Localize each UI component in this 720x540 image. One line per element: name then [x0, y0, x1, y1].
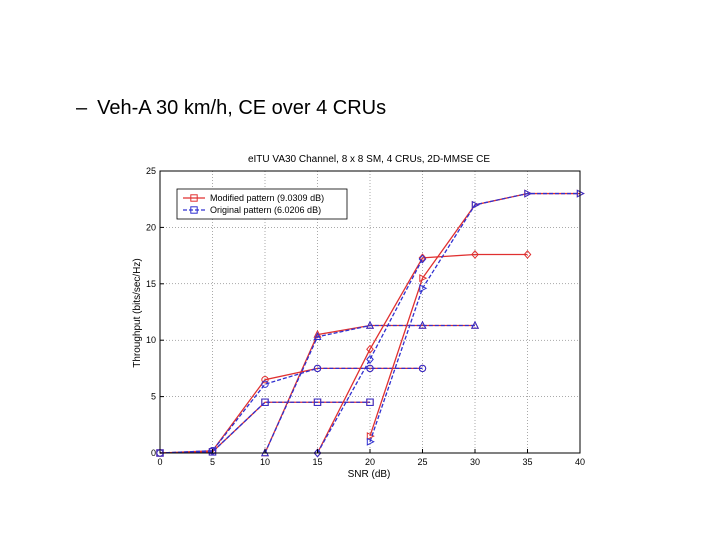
- series-original-16qam: [156, 364, 427, 457]
- square-marker: [261, 398, 269, 406]
- legend: Modified pattern (9.0309 dB) Original pat…: [176, 188, 348, 220]
- x-tick-label: 25: [417, 457, 427, 467]
- x-tick-label: 40: [575, 457, 585, 467]
- series-original-8x8-b: [366, 189, 585, 446]
- series-original-8x8-a: [313, 254, 427, 458]
- series-modified-8x8-b: [366, 189, 585, 441]
- chart-title: eITU VA30 Channel, 8 x 8 SM, 4 CRUs, 2D-…: [248, 154, 490, 165]
- y-tick-label: 10: [146, 335, 156, 345]
- slide-bullet: – Veh-A 30 km/h, CE over 4 CRUs: [76, 97, 386, 120]
- diamond-marker: [418, 254, 427, 264]
- x-tick-label: 0: [157, 457, 162, 467]
- diamond-marker: [313, 448, 322, 458]
- square-marker: [190, 194, 198, 202]
- x-axis-label: SNR (dB): [348, 469, 391, 480]
- x-tick-label: 35: [522, 457, 532, 467]
- triangle-up-marker: [313, 331, 322, 341]
- circle-marker: [208, 447, 217, 455]
- y-tick-label: 0: [151, 448, 156, 458]
- triangle-right-marker: [419, 274, 428, 283]
- triangle-up-marker: [470, 320, 480, 329]
- series-line: [159, 401, 370, 454]
- circle-marker: [418, 364, 427, 373]
- square-marker: [190, 206, 198, 214]
- triangle-up-marker: [365, 320, 375, 329]
- circle-marker: [313, 364, 322, 373]
- y-tick-label: 15: [146, 279, 156, 289]
- circle-marker: [261, 380, 269, 388]
- triangle-up-marker: [418, 320, 427, 329]
- series-line: [264, 324, 475, 454]
- series-modified-16qam: [156, 364, 427, 457]
- diamond-marker: [471, 250, 479, 259]
- series-modified-8x8-a: [313, 250, 532, 458]
- circle-marker: [261, 375, 269, 384]
- series-line: [369, 192, 580, 442]
- triangle-right-marker: [366, 432, 375, 441]
- circle-marker: [366, 364, 374, 373]
- diamond-marker: [366, 354, 374, 364]
- x-tick-label: 5: [210, 457, 215, 467]
- x-tick-label: 30: [470, 457, 480, 467]
- square-marker: [366, 398, 374, 406]
- triangle-right-marker: [366, 437, 375, 446]
- x-tick-label: 10: [260, 457, 270, 467]
- bullet-text: Veh-A 30 km/h, CE over 4 CRUs: [97, 97, 387, 119]
- x-tick-label: 20: [365, 457, 375, 467]
- throughput-chart: eITU VA30 Channel, 8 x 8 SM, 4 CRUs, 2D-…: [132, 154, 585, 480]
- series-line: [316, 253, 528, 454]
- series-line: [159, 401, 370, 454]
- triangle-right-marker: [524, 189, 533, 198]
- series-line: [316, 258, 424, 454]
- x-tick-label: 15: [312, 457, 322, 467]
- y-axis-label: Throughput (bits/sec/Hz): [132, 258, 143, 368]
- y-tick-label: 25: [146, 166, 156, 176]
- legend-box: [176, 188, 348, 220]
- square-marker: [313, 398, 322, 406]
- legend-label: Original pattern (6.0206 dB): [210, 205, 321, 215]
- series-line: [159, 367, 423, 454]
- series-line: [159, 367, 423, 454]
- y-tick-label: 5: [151, 392, 156, 402]
- triangle-right-marker: [419, 284, 428, 293]
- bullet-marker: –: [76, 97, 88, 119]
- ticks: 0 5 10 15 20 25 30 35 40 0 5 10 15 20 25: [146, 166, 585, 467]
- diamond-marker: [418, 253, 427, 263]
- y-tick-label: 20: [146, 222, 156, 232]
- diamond-marker: [366, 344, 374, 354]
- series-group: [156, 189, 585, 458]
- diamond-marker: [523, 250, 532, 259]
- triangle-right-marker: [471, 200, 480, 209]
- legend-label: Modified pattern (9.0309 dB): [210, 193, 324, 203]
